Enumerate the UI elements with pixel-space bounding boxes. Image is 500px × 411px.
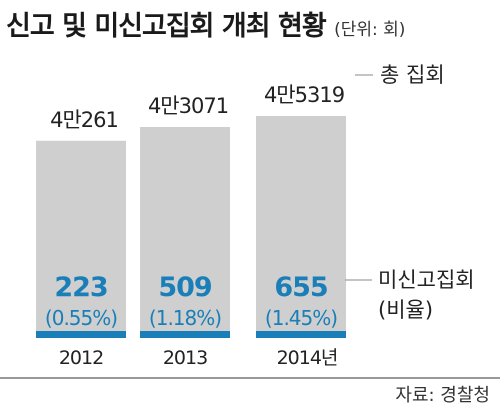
total-bar-2 <box>256 116 346 338</box>
source-label: 자료: 경찰청 <box>395 385 490 406</box>
legend-total-label: 총 집회 <box>380 63 445 87</box>
unreported-bar-2 <box>256 331 346 338</box>
unreported-value-label: 509 <box>158 272 212 303</box>
ratio-label: (1.45%) <box>265 306 337 330</box>
legend-group: 총 집회 미신고집회 (비율) <box>345 63 475 322</box>
chart-title-text: 신고 및 미신고집회 개최 현황 <box>6 11 327 42</box>
total-bar-1 <box>140 127 230 338</box>
year-tick-label: 2013 <box>163 347 207 369</box>
ratio-label: (0.55%) <box>45 306 117 330</box>
legend-ratio-label: (비율) <box>378 298 433 322</box>
year-tick-label: 2014년 <box>277 347 338 369</box>
total-value-label: 4만5319 <box>264 83 344 107</box>
total-value-label: 4만3071 <box>148 94 228 118</box>
unreported-value-label: 223 <box>54 272 107 303</box>
total-bar-0 <box>36 140 126 338</box>
unreported-value-label: 655 <box>274 272 327 303</box>
year-tick-label: 2012 <box>59 347 103 369</box>
legend-unreported-label: 미신고집회 <box>378 268 475 292</box>
bars-group: 4만261 223 (0.55%) 2012 4만3071 509 (1.18%) 2013 4… <box>36 83 346 369</box>
unreported-bar-1 <box>140 331 230 338</box>
unit-label: (단위: 회) <box>334 20 406 40</box>
total-value-label: 4만261 <box>50 108 118 132</box>
unreported-bar-0 <box>36 331 126 338</box>
ratio-label: (1.18%) <box>149 306 221 330</box>
chart-title: 신고 및 미신고집회 개최 현황 (단위: 회) <box>6 4 405 43</box>
